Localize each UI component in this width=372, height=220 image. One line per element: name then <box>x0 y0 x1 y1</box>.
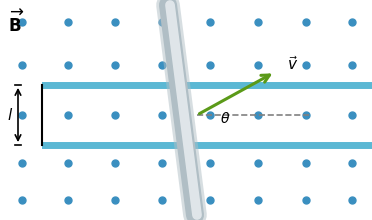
Text: $\overrightarrow{\mathbf{B}}$: $\overrightarrow{\mathbf{B}}$ <box>8 10 24 36</box>
Text: $\vec{v}$: $\vec{v}$ <box>288 55 299 73</box>
Text: $\theta$: $\theta$ <box>220 110 230 125</box>
Text: $\it{l}$: $\it{l}$ <box>7 107 13 123</box>
